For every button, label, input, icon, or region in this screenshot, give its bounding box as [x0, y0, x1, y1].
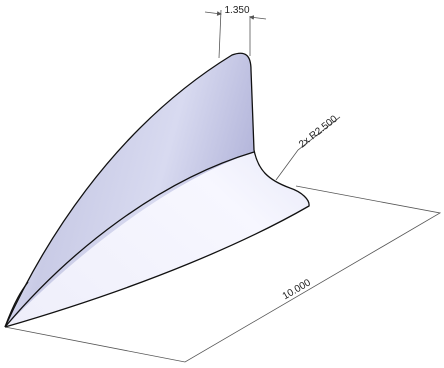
fin [5, 53, 309, 327]
thickness-dimension: 1.350 [205, 5, 266, 58]
radius-dimension: 2x R2.500 [276, 113, 340, 180]
radius-label: 2x R2.500 [297, 113, 340, 150]
cad-view: 10.000 1.350 2x R2.500 [0, 0, 444, 368]
thickness-label: 1.350 [224, 5, 249, 16]
